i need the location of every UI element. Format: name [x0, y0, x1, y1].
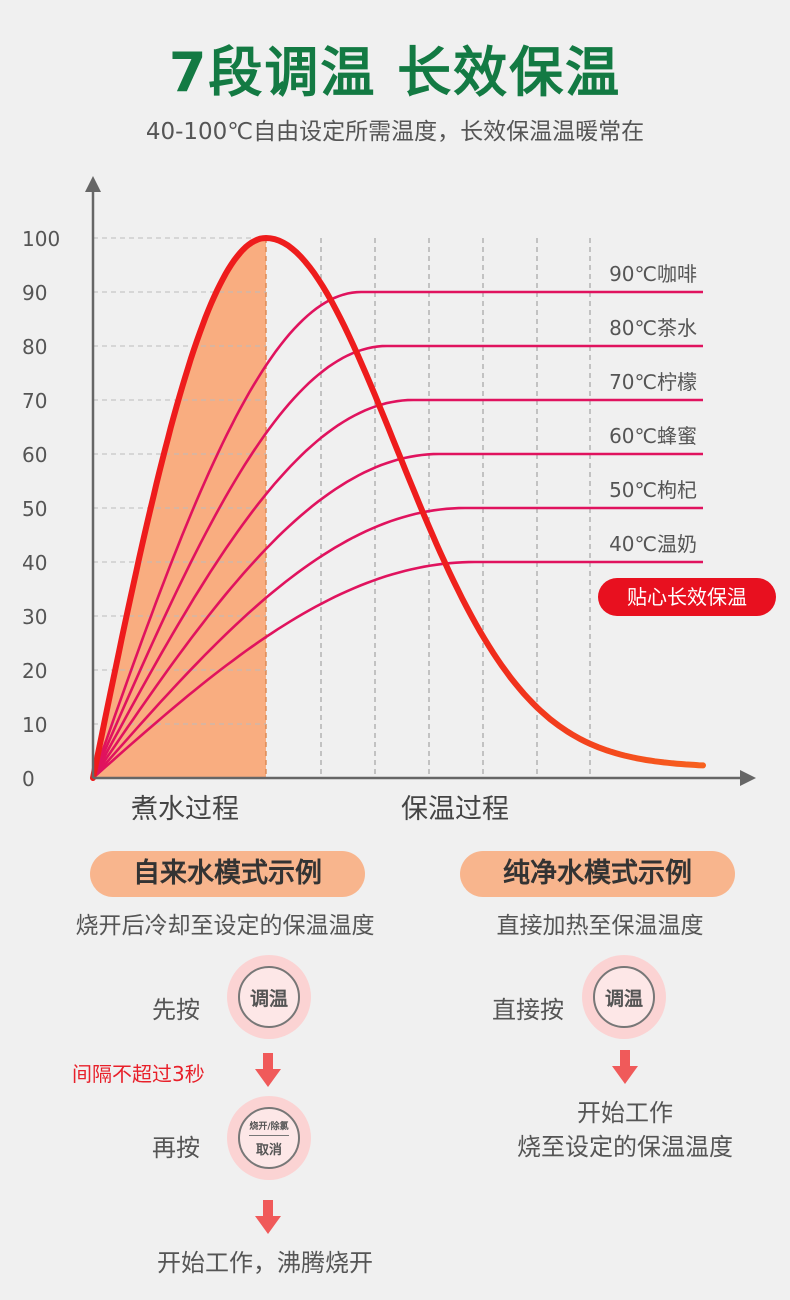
level-label: 60℃蜂蜜: [609, 424, 697, 448]
y-tick-label: 40: [22, 551, 47, 575]
y-tick-label: 70: [22, 389, 47, 413]
y-tick-label: 100: [22, 227, 60, 251]
tap-water-mode-title: 自来水模式示例: [90, 851, 365, 897]
interval-note: 间隔不超过3秒: [72, 1062, 205, 1086]
temp-adjust-button[interactable]: 调温: [227, 955, 311, 1039]
level-curve: [91, 398, 703, 779]
y-tick-label: 20: [22, 659, 47, 683]
level-curve: [91, 452, 703, 779]
boil-dechlorinate-label: 烧开/除氯: [249, 1121, 289, 1132]
keep-warm-phase-label: 保温过程: [401, 794, 509, 825]
y-tick-label: 80: [22, 335, 47, 359]
step2-label: 再按: [152, 1134, 200, 1162]
page-title: 7段调温 长效保温: [168, 41, 622, 104]
level-curve: [91, 290, 703, 779]
arrow-down-icon: [255, 1200, 281, 1234]
y-tick-label: 10: [22, 713, 47, 737]
button-divider: [249, 1134, 289, 1136]
arrow-down-icon: [612, 1050, 638, 1084]
keep-warm-badge-label: 贴心长效保温: [627, 585, 747, 609]
level-label: 70℃柠檬: [609, 370, 697, 394]
level-curve: [91, 344, 703, 779]
level-label: 50℃枸杞: [609, 478, 697, 502]
pure-water-mode-title: 纯净水模式示例: [460, 851, 735, 897]
page-subtitle: 40-100℃自由设定所需温度，长效保温温暖常在: [145, 119, 645, 145]
main-temperature-curve: [90, 234, 706, 781]
step1-label: 先按: [152, 996, 200, 1024]
level-label: 40℃温奶: [609, 532, 697, 556]
y-tick-label: 50: [22, 497, 47, 521]
x-axis-arrow: [740, 770, 756, 786]
level-curve: [92, 560, 703, 779]
level-label: 80℃茶水: [609, 316, 697, 340]
step1-label: 直接按: [492, 996, 564, 1024]
temp-adjust-button-label: 调温: [604, 987, 643, 1010]
temp-adjust-button-label: 调温: [249, 987, 288, 1010]
y-axis-arrow: [85, 176, 101, 192]
boil-phase-label: 煮水过程: [131, 794, 239, 825]
boil-cancel-button[interactable]: 烧开/除氯 取消: [227, 1096, 311, 1180]
y-tick-label: 30: [22, 605, 47, 629]
y-tick-label: 60: [22, 443, 47, 467]
pure-water-mode-desc: 直接加热至保温温度: [496, 913, 704, 939]
right-result-line2: 烧至设定的保温温度: [517, 1133, 733, 1161]
right-result-line1: 开始工作: [577, 1099, 673, 1127]
temperature-chart: 0 10 20 30 40 50 60 70 80 90 100 90℃咖啡 80℃茶水 70℃柠檬 60℃…: [22, 176, 776, 825]
cancel-label: 取消: [255, 1142, 282, 1158]
y-tick-label: 0: [22, 767, 35, 791]
level-curve: [92, 506, 703, 779]
left-result-text: 开始工作，沸腾烧开: [157, 1249, 373, 1277]
tap-water-mode-desc: 烧开后冷却至设定的保温温度: [75, 913, 375, 939]
right-result-text: 开始工作 烧至设定的保温温度: [480, 1096, 770, 1164]
keep-warm-badge: [598, 578, 776, 616]
temp-adjust-button[interactable]: 调温: [582, 955, 666, 1039]
boil-area: [93, 238, 266, 778]
arrow-down-icon: [255, 1053, 281, 1087]
level-label: 90℃咖啡: [609, 262, 697, 286]
y-tick-label: 90: [22, 281, 47, 305]
